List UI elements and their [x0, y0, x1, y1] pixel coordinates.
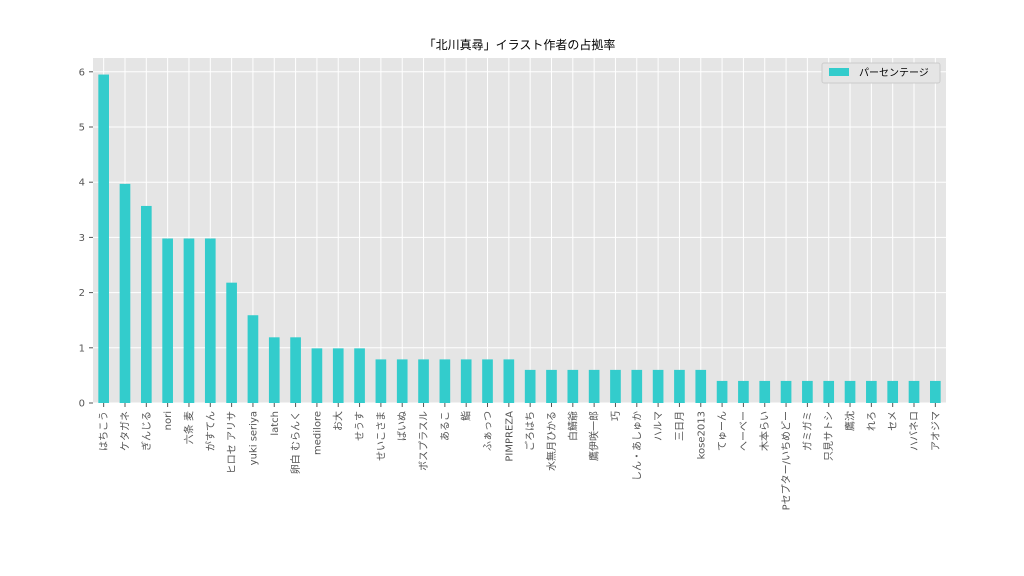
bar	[162, 238, 173, 403]
x-tick-label: 六条 麦	[182, 411, 195, 444]
x-tick-label: ヒロセ アリサ	[226, 411, 238, 474]
x-tick-label: へーべー	[739, 411, 750, 451]
bar	[396, 359, 408, 403]
x-tick-label: しん・あしゅか	[631, 411, 643, 481]
x-tick-label: 鷹伊咲一郎	[588, 411, 601, 461]
x-tick-label: せうす	[354, 411, 366, 441]
x-tick-label: ごろはち	[524, 411, 537, 451]
bar	[780, 380, 792, 403]
legend-label: パーセンテージ	[859, 67, 929, 79]
bars	[98, 74, 941, 403]
bar	[439, 359, 451, 403]
bar	[610, 369, 621, 403]
chart-title: 「北川真尋」イラスト作者の占拠率	[424, 37, 616, 52]
y-tick-label: 1	[79, 343, 85, 354]
x-tick-label: 卵白 むらんく	[289, 411, 302, 474]
x-tick-label: てゅーん	[717, 411, 729, 451]
legend-box	[821, 62, 941, 84]
x-tick-label: yuki seriya	[248, 411, 259, 465]
x-tick-label: 鷹沈	[844, 411, 857, 431]
x-tick-label: 只見サトシ	[823, 411, 835, 461]
bar	[652, 369, 664, 403]
bar	[844, 380, 856, 403]
bar	[674, 369, 685, 403]
bar	[460, 359, 472, 403]
legend: パーセンテージ	[821, 62, 941, 84]
x-tick-label: medilore	[312, 411, 323, 455]
bar	[908, 380, 920, 403]
bar	[588, 369, 600, 403]
bar	[290, 337, 301, 403]
x-tick-label: 巧	[611, 411, 622, 421]
x-tick-label: セメ	[887, 411, 899, 431]
bar	[226, 282, 237, 403]
bar	[524, 369, 536, 403]
x-tick-label: 鮨	[460, 411, 473, 421]
y-tick-label: 4	[79, 178, 85, 189]
bar	[332, 348, 344, 403]
plot-area	[93, 58, 946, 403]
y-axis: 0 1 2 3 4 5 6	[79, 67, 93, 410]
legend-swatch	[829, 68, 849, 76]
bar	[268, 337, 280, 403]
x-tick-label: はちこう	[98, 411, 110, 451]
x-tick-label: れろ	[866, 411, 878, 431]
y-tick-label: 6	[79, 67, 85, 78]
bar	[567, 369, 579, 403]
bar	[823, 380, 835, 403]
bar	[98, 74, 109, 403]
bar	[354, 348, 365, 403]
x-tick-label: PIMPREZA	[504, 411, 515, 462]
bar	[183, 238, 195, 403]
x-tick-label: latch	[270, 411, 281, 436]
x-tick-label: 木本らい	[758, 411, 771, 451]
bar	[930, 380, 941, 403]
y-tick-label: 0	[79, 399, 85, 410]
x-tick-label: せいこさま	[375, 411, 387, 461]
x-tick-label: nori	[163, 411, 174, 430]
bar	[140, 205, 152, 403]
x-tick-label: アオジマ	[930, 411, 942, 451]
bar	[738, 380, 749, 403]
x-tick-label: あるこ	[439, 411, 451, 441]
x-tick-label: Pセプター/いちめどー	[781, 411, 793, 510]
x-tick-label: ガミガミ	[802, 411, 814, 451]
y-tick-label: 5	[79, 123, 85, 134]
x-tick-label: 白鯖爺	[566, 411, 579, 441]
bar	[695, 369, 707, 403]
x-tick-label: お大	[332, 411, 345, 431]
bar	[631, 369, 643, 403]
bar	[866, 380, 877, 403]
x-tick-label: ハバネロ	[909, 411, 921, 451]
x-tick-label: ばいぬ	[397, 411, 409, 441]
bar	[482, 359, 493, 403]
x-tick-label: ふぁっつ	[482, 411, 494, 451]
bar	[716, 380, 728, 403]
bar	[546, 369, 557, 403]
bar	[418, 359, 429, 403]
x-axis: はちこう ケタガネ ぎんじる nori 六条 麦がすてん ヒロセ アリサ yuki seri…	[98, 403, 942, 510]
bar	[204, 238, 216, 403]
x-tick-label: ボスプラスル	[418, 411, 430, 471]
x-tick-label: ケタガネ	[119, 411, 131, 451]
x-tick-label: kose2013	[696, 411, 707, 459]
bar	[311, 348, 323, 403]
x-tick-label: ハルマ	[654, 411, 665, 441]
x-tick-label: がすてん	[204, 411, 217, 451]
bar	[119, 183, 131, 403]
y-tick-label: 2	[79, 288, 85, 299]
x-tick-label: 三日月	[674, 411, 686, 441]
bar	[503, 359, 515, 403]
bar	[375, 359, 387, 403]
y-tick-label: 3	[79, 233, 85, 244]
bar	[759, 380, 771, 403]
bar	[802, 380, 813, 403]
bar	[247, 315, 259, 403]
bar	[887, 380, 899, 403]
x-tick-label: ぎんじる	[140, 411, 153, 451]
x-tick-label: 水無月ひかる	[545, 411, 558, 471]
